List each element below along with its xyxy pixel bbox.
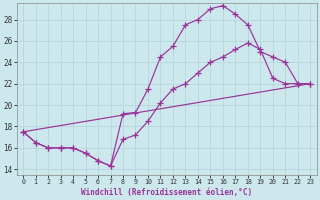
- X-axis label: Windchill (Refroidissement éolien,°C): Windchill (Refroidissement éolien,°C): [81, 188, 252, 197]
